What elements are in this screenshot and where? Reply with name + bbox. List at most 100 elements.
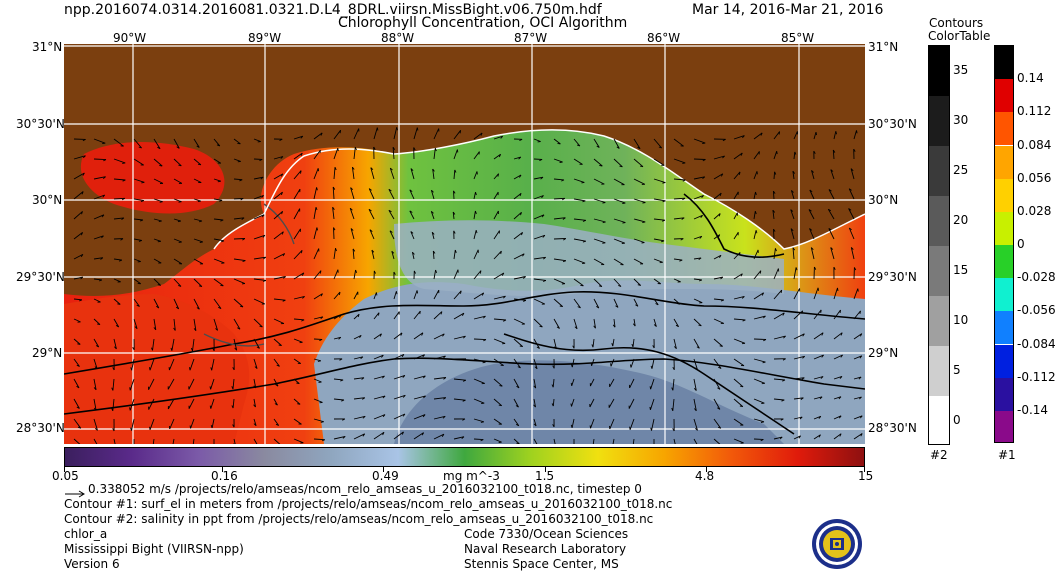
- org-location: Stennis Space Center, MS: [464, 557, 619, 571]
- current-vector-head: [159, 165, 162, 166]
- current-vector-head: [740, 406, 743, 407]
- lon-label-87w: 87°W: [514, 31, 547, 45]
- current-vector-head: [642, 203, 645, 204]
- date-range: Mar 14, 2016-Mar 21, 2016: [692, 2, 883, 18]
- colorbar-tick-2: 0.49: [372, 469, 399, 483]
- current-vector-head: [838, 288, 839, 291]
- contour-bar-id: #2: [930, 448, 948, 462]
- current-vector-head: [642, 243, 645, 244]
- contour-bar-segment: [929, 96, 949, 146]
- current-vector-head: [483, 362, 486, 363]
- current-vector-head: [571, 383, 572, 386]
- current-vector-head: [640, 166, 643, 167]
- vector-scale-arrow: [64, 484, 86, 494]
- colortable-id: #1: [998, 448, 1016, 462]
- current-vector-head: [599, 165, 602, 166]
- colortable-segment: [995, 311, 1013, 344]
- current-vector-head: [816, 132, 817, 135]
- current-vector-head: [198, 164, 201, 165]
- current-vector-head: [200, 242, 203, 243]
- contour-bar-label: 5: [953, 363, 961, 377]
- current-vector-head: [179, 202, 182, 203]
- colorbar-tick-mark-0: [64, 467, 65, 472]
- contour-bar-segment: [929, 246, 949, 296]
- current-vector-head: [158, 241, 161, 242]
- current-vector: [474, 439, 483, 440]
- current-vector-head: [558, 143, 561, 144]
- version-text: Version 6: [64, 557, 120, 571]
- colortable-segment: [995, 212, 1013, 245]
- colortable-label: 0.028: [1017, 204, 1051, 218]
- current-vector-head: [377, 128, 378, 131]
- colortable-label: 0.112: [1017, 104, 1051, 118]
- current-vector-head: [396, 291, 397, 294]
- current-vector-head: [520, 346, 523, 347]
- current-vector-head: [677, 304, 680, 305]
- current-vector-head: [117, 304, 120, 305]
- contour-bar-segment: [929, 346, 949, 396]
- current-vector-head: [160, 202, 163, 203]
- current-vector-head: [602, 203, 605, 204]
- current-vector: [234, 239, 245, 240]
- lon-label-90w: 90°W: [113, 31, 146, 45]
- colortable-label: -0.112: [1017, 370, 1056, 384]
- contour-colorbar: [928, 45, 950, 445]
- current-vector-head: [210, 386, 211, 389]
- contour-bar-segment: [929, 196, 949, 246]
- colorbar-tick-mark-1: [222, 467, 223, 472]
- contour1-text: Contour #1: surf_el in meters from /proj…: [64, 497, 672, 511]
- chlorophyll-map[interactable]: [64, 44, 865, 444]
- colortable-segment: [995, 46, 1013, 79]
- contour-bar-label: 25: [953, 163, 968, 177]
- current-vector: [334, 228, 335, 240]
- colorbar-tick-1: 0.16: [211, 469, 238, 483]
- map-canvas: [64, 44, 865, 444]
- current-vector-head: [622, 223, 625, 224]
- contour-bar-segment: [929, 46, 949, 96]
- current-vector-head: [218, 181, 221, 182]
- current-vector-head: [781, 290, 782, 293]
- current-vector: [694, 159, 706, 160]
- contours-title: Contours: [929, 16, 983, 30]
- lat-label-right-28-30n: 28°30'N: [868, 421, 917, 435]
- current-vector-head: [480, 271, 481, 274]
- region-name: Mississippi Bight (VIIRSN-npp): [64, 542, 244, 556]
- current-vector-head: [857, 130, 858, 133]
- current-vector-head: [122, 163, 125, 164]
- colortable-segment: [995, 146, 1013, 179]
- contour-bar-segment: [929, 146, 949, 196]
- current-vector: [554, 239, 566, 240]
- lon-label-85w: 85°W: [781, 31, 814, 45]
- current-vector-head: [376, 292, 377, 295]
- current-vector-head: [581, 182, 584, 183]
- current-vector-head: [417, 290, 418, 293]
- colortable-segment: [995, 112, 1013, 145]
- current-vector-head: [178, 221, 181, 222]
- colortable-label: 0.084: [1017, 138, 1051, 152]
- current-vector-head: [560, 306, 563, 307]
- current-vector-head: [631, 365, 632, 368]
- variable-name: chlor_a: [64, 527, 107, 541]
- product-title: Chlorophyll Concentration, OCI Algorithm: [338, 15, 627, 31]
- contour-bar-label: 10: [953, 313, 968, 327]
- colortable-label: -0.14: [1017, 403, 1048, 417]
- current-vector-head: [301, 171, 302, 174]
- current-vector-head: [591, 363, 592, 366]
- current-vector-head: [499, 405, 502, 406]
- current-vector: [754, 439, 763, 440]
- colorbar-gradient: [65, 448, 864, 466]
- current-vector-head: [198, 201, 201, 202]
- current-vector-head: [662, 183, 665, 184]
- current-vector-head: [760, 271, 761, 274]
- current-vector-head: [460, 130, 461, 133]
- colorbar-units: mg m^-3: [443, 469, 500, 483]
- lat-label-right-29-30n: 29°30'N: [868, 270, 917, 284]
- colorbar-tick-mark-5: [864, 467, 865, 472]
- lat-label-left-29-30n: 29°30'N: [16, 270, 65, 284]
- lat-label-right-30-30n: 30°30'N: [868, 117, 917, 131]
- colortable-segment: [995, 411, 1013, 443]
- nrl-seal-logo: [811, 518, 863, 570]
- colortable-label: 0: [1017, 237, 1025, 251]
- colorbar-tick-mark-3: [545, 467, 546, 472]
- current-vector-head: [130, 407, 131, 410]
